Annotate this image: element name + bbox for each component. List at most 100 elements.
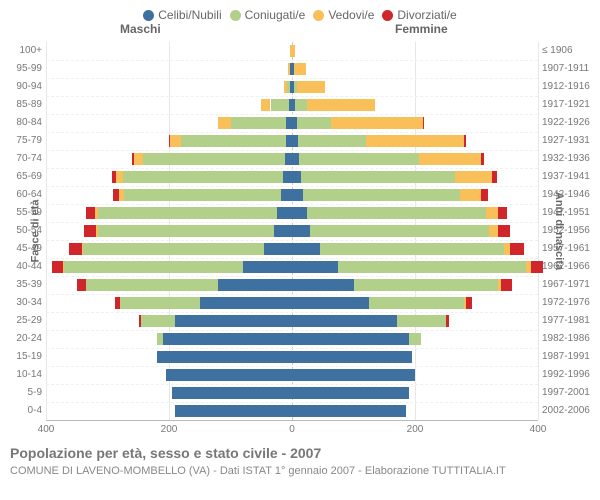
gridline-horizontal <box>46 330 538 331</box>
pyramid-row <box>46 206 538 220</box>
pyramid-row <box>46 260 538 274</box>
bar-female <box>301 171 455 183</box>
birth-year-label: 1997-2001 <box>542 388 590 398</box>
plot-area: Fasce di età 100+95-9990-9485-8980-8475-… <box>0 42 600 420</box>
bar-female <box>292 405 406 417</box>
bar-male <box>77 279 86 291</box>
bar-female <box>486 207 498 219</box>
bar-male <box>157 351 292 363</box>
pyramid-row <box>46 242 538 256</box>
pyramid-row <box>46 296 538 310</box>
bar-male <box>277 207 292 219</box>
bar-male <box>95 207 98 219</box>
pyramid-row <box>46 350 538 364</box>
bar-female <box>297 81 325 93</box>
birth-year-label: 1912-1916 <box>542 82 590 92</box>
bar-female <box>292 369 415 381</box>
bar-male <box>243 261 292 273</box>
bar-male <box>283 171 292 183</box>
x-tick-label: 400 <box>530 424 547 435</box>
age-label: 25-29 <box>16 316 42 326</box>
bar-male <box>284 81 287 93</box>
bar-female <box>292 243 320 255</box>
bar-male <box>132 153 134 165</box>
age-label: 60-64 <box>16 190 42 200</box>
age-label: 45-49 <box>16 244 42 254</box>
bar-female <box>299 153 419 165</box>
legend-item: Vedovi/e <box>313 8 374 22</box>
column-headers: Maschi Femmine <box>0 22 600 42</box>
bar-male <box>116 171 123 183</box>
bar-female <box>481 189 487 201</box>
age-label: 0-4 <box>28 406 42 416</box>
y-axis-right: Anni di nascita ≤ 19061907-19111912-1916… <box>538 42 600 420</box>
bar-male <box>82 243 83 255</box>
bar-male <box>86 279 218 291</box>
bar-male <box>124 189 281 201</box>
birth-year-label: 1922-1926 <box>542 118 590 128</box>
gridline-horizontal <box>46 114 538 115</box>
bar-male <box>271 99 289 111</box>
birth-year-label: 1987-1991 <box>542 352 590 362</box>
bar-male <box>139 315 141 327</box>
legend-item: Coniugati/e <box>230 8 306 22</box>
x-tick-label: 200 <box>407 424 424 435</box>
pyramid-row <box>46 368 538 382</box>
pyramid-row <box>46 62 538 76</box>
bar-male <box>120 297 200 309</box>
birth-year-label: 1957-1961 <box>542 244 590 254</box>
gridline-horizontal <box>46 384 538 385</box>
bar-female <box>446 315 449 327</box>
age-label: 85-89 <box>16 100 42 110</box>
bar-male <box>281 189 292 201</box>
gridline-horizontal <box>46 348 538 349</box>
birth-year-label: 1977-1981 <box>542 316 590 326</box>
bar-female <box>369 297 464 309</box>
gridline-horizontal <box>46 240 538 241</box>
gridline-horizontal <box>46 258 538 259</box>
bar-female <box>366 135 464 147</box>
pyramid-row <box>46 44 538 58</box>
bar-female <box>297 117 331 129</box>
population-pyramid: Celibi/Nubili Coniugati/e Vedovi/e Divorzia… <box>0 0 600 500</box>
bar-male <box>83 243 264 255</box>
bar-male <box>86 207 95 219</box>
pyramid-row <box>46 278 538 292</box>
bar-male <box>175 315 292 327</box>
bar-female <box>292 45 295 57</box>
age-label: 80-84 <box>16 118 42 128</box>
bar-female <box>510 243 524 255</box>
x-tick-label: 400 <box>38 424 55 435</box>
birth-year-label: 1907-1911 <box>542 64 589 74</box>
legend-item: Divorziati/e <box>382 8 456 22</box>
pyramid-row <box>46 224 538 238</box>
bar-male <box>98 225 273 237</box>
pyramid-row <box>46 188 538 202</box>
bar-female <box>303 189 460 201</box>
age-label: 15-19 <box>16 352 42 362</box>
bar-male <box>169 135 170 147</box>
bar-female <box>397 315 446 327</box>
bar-female <box>409 333 421 345</box>
age-label: 10-14 <box>16 370 42 380</box>
bar-male <box>141 315 175 327</box>
bar-male <box>98 207 276 219</box>
birth-year-label: 1962-1966 <box>542 262 590 272</box>
legend-label: Celibi/Nubili <box>158 8 221 22</box>
bar-male <box>115 297 120 309</box>
birth-year-label: 1932-1936 <box>542 154 590 164</box>
bar-female <box>466 297 472 309</box>
bar-male <box>285 153 292 165</box>
pyramid-row <box>46 80 538 94</box>
pyramid-row <box>46 116 538 130</box>
age-label: 30-34 <box>16 298 42 308</box>
bar-male <box>200 297 292 309</box>
gridline-horizontal <box>46 186 538 187</box>
pyramid-row <box>46 134 538 148</box>
bar-female <box>310 225 488 237</box>
birth-year-label: 1992-1996 <box>542 370 590 380</box>
x-tick-label: 0 <box>289 424 295 435</box>
gridline-horizontal <box>46 222 538 223</box>
age-label: 70-74 <box>16 154 42 164</box>
chart-subtitle: COMUNE DI LAVENO-MOMBELLO (VA) - Dati IS… <box>10 465 590 477</box>
